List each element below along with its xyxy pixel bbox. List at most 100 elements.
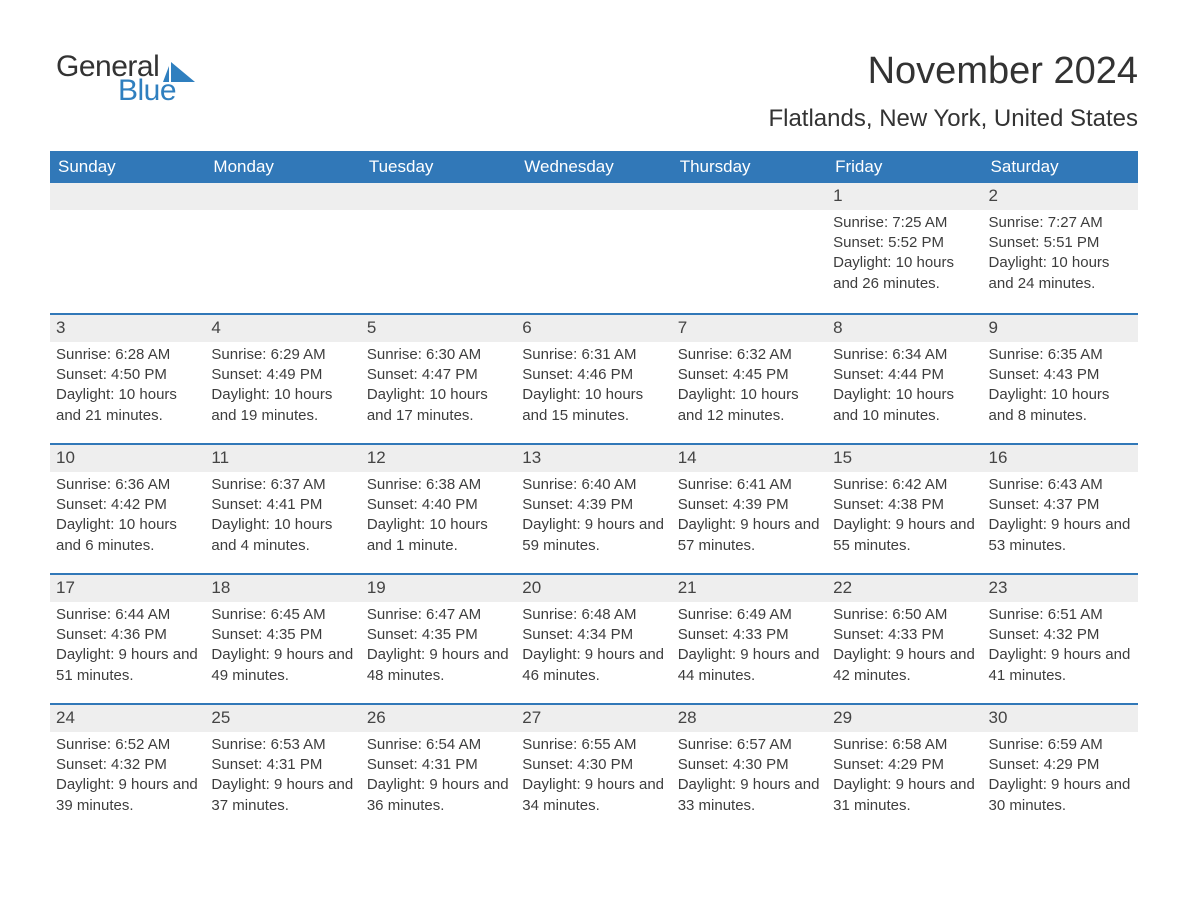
sunset-line: Sunset: 4:47 PM [367, 365, 510, 385]
day-cell: 20Sunrise: 6:48 AMSunset: 4:34 PMDayligh… [516, 575, 671, 703]
sunrise-line: Sunrise: 6:52 AM [56, 735, 199, 755]
sunrise-line: Sunrise: 6:48 AM [522, 605, 665, 625]
day-number: 14 [672, 445, 827, 472]
daylight-line: Daylight: 9 hours and 33 minutes. [678, 775, 821, 816]
day-cell: 25Sunrise: 6:53 AMSunset: 4:31 PMDayligh… [205, 705, 360, 833]
week-row: 10Sunrise: 6:36 AMSunset: 4:42 PMDayligh… [50, 443, 1138, 573]
day-number: 18 [205, 575, 360, 602]
title-block: November 2024 Flatlands, New York, Unite… [768, 50, 1138, 143]
day-body [205, 210, 360, 223]
daylight-line: Daylight: 10 hours and 4 minutes. [211, 515, 354, 556]
sunrise-line: Sunrise: 6:41 AM [678, 475, 821, 495]
day-number: 26 [361, 705, 516, 732]
day-body: Sunrise: 7:25 AMSunset: 5:52 PMDaylight:… [827, 210, 982, 304]
daylight-line: Daylight: 9 hours and 36 minutes. [367, 775, 510, 816]
day-body [516, 210, 671, 223]
daylight-line: Daylight: 10 hours and 26 minutes. [833, 253, 976, 294]
day-body: Sunrise: 6:40 AMSunset: 4:39 PMDaylight:… [516, 472, 671, 566]
day-number: 20 [516, 575, 671, 602]
sunrise-line: Sunrise: 6:43 AM [989, 475, 1132, 495]
day-cell: 15Sunrise: 6:42 AMSunset: 4:38 PMDayligh… [827, 445, 982, 573]
daylight-line: Daylight: 10 hours and 21 minutes. [56, 385, 199, 426]
daylight-line: Daylight: 9 hours and 42 minutes. [833, 645, 976, 686]
day-cell: 16Sunrise: 6:43 AMSunset: 4:37 PMDayligh… [983, 445, 1138, 573]
day-cell: 27Sunrise: 6:55 AMSunset: 4:30 PMDayligh… [516, 705, 671, 833]
day-body: Sunrise: 6:59 AMSunset: 4:29 PMDaylight:… [983, 732, 1138, 826]
sunset-line: Sunset: 4:29 PM [989, 755, 1132, 775]
daylight-line: Daylight: 9 hours and 37 minutes. [211, 775, 354, 816]
sunset-line: Sunset: 4:50 PM [56, 365, 199, 385]
weekday-header-cell: Saturday [983, 151, 1138, 183]
day-body: Sunrise: 6:29 AMSunset: 4:49 PMDaylight:… [205, 342, 360, 436]
sunrise-line: Sunrise: 6:32 AM [678, 345, 821, 365]
sunrise-line: Sunrise: 6:57 AM [678, 735, 821, 755]
day-cell [361, 183, 516, 313]
day-cell: 6Sunrise: 6:31 AMSunset: 4:46 PMDaylight… [516, 315, 671, 443]
day-body: Sunrise: 6:55 AMSunset: 4:30 PMDaylight:… [516, 732, 671, 826]
day-body: Sunrise: 6:50 AMSunset: 4:33 PMDaylight:… [827, 602, 982, 696]
day-number: 13 [516, 445, 671, 472]
sunset-line: Sunset: 4:38 PM [833, 495, 976, 515]
sunrise-line: Sunrise: 6:50 AM [833, 605, 976, 625]
day-cell [205, 183, 360, 313]
daylight-line: Daylight: 9 hours and 51 minutes. [56, 645, 199, 686]
page-header: General Blue November 2024 Flatlands, Ne… [50, 50, 1138, 143]
daylight-line: Daylight: 9 hours and 30 minutes. [989, 775, 1132, 816]
day-body: Sunrise: 6:53 AMSunset: 4:31 PMDaylight:… [205, 732, 360, 826]
weekday-header-cell: Thursday [672, 151, 827, 183]
day-body: Sunrise: 6:44 AMSunset: 4:36 PMDaylight:… [50, 602, 205, 696]
calendar: SundayMondayTuesdayWednesdayThursdayFrid… [50, 151, 1138, 833]
daylight-line: Daylight: 9 hours and 59 minutes. [522, 515, 665, 556]
daylight-line: Daylight: 9 hours and 34 minutes. [522, 775, 665, 816]
daylight-line: Daylight: 9 hours and 49 minutes. [211, 645, 354, 686]
week-row: 3Sunrise: 6:28 AMSunset: 4:50 PMDaylight… [50, 313, 1138, 443]
day-cell: 14Sunrise: 6:41 AMSunset: 4:39 PMDayligh… [672, 445, 827, 573]
day-cell: 12Sunrise: 6:38 AMSunset: 4:40 PMDayligh… [361, 445, 516, 573]
day-number: 23 [983, 575, 1138, 602]
location-title: Flatlands, New York, United States [768, 105, 1138, 133]
sunrise-line: Sunrise: 6:45 AM [211, 605, 354, 625]
weekday-header-cell: Monday [205, 151, 360, 183]
day-number: 15 [827, 445, 982, 472]
day-number: 25 [205, 705, 360, 732]
sunrise-line: Sunrise: 7:27 AM [989, 213, 1132, 233]
day-body: Sunrise: 6:48 AMSunset: 4:34 PMDaylight:… [516, 602, 671, 696]
day-body: Sunrise: 6:37 AMSunset: 4:41 PMDaylight:… [205, 472, 360, 566]
day-cell: 23Sunrise: 6:51 AMSunset: 4:32 PMDayligh… [983, 575, 1138, 703]
day-body: Sunrise: 7:27 AMSunset: 5:51 PMDaylight:… [983, 210, 1138, 304]
month-title: November 2024 [768, 50, 1138, 93]
sunrise-line: Sunrise: 7:25 AM [833, 213, 976, 233]
day-body: Sunrise: 6:42 AMSunset: 4:38 PMDaylight:… [827, 472, 982, 566]
day-cell: 7Sunrise: 6:32 AMSunset: 4:45 PMDaylight… [672, 315, 827, 443]
day-body: Sunrise: 6:45 AMSunset: 4:35 PMDaylight:… [205, 602, 360, 696]
daylight-line: Daylight: 10 hours and 19 minutes. [211, 385, 354, 426]
day-number [205, 183, 360, 210]
logo-text-blue: Blue [118, 74, 176, 108]
day-body: Sunrise: 6:57 AMSunset: 4:30 PMDaylight:… [672, 732, 827, 826]
day-cell: 24Sunrise: 6:52 AMSunset: 4:32 PMDayligh… [50, 705, 205, 833]
day-number: 9 [983, 315, 1138, 342]
day-body: Sunrise: 6:35 AMSunset: 4:43 PMDaylight:… [983, 342, 1138, 436]
day-number: 11 [205, 445, 360, 472]
day-cell [672, 183, 827, 313]
daylight-line: Daylight: 9 hours and 46 minutes. [522, 645, 665, 686]
sunset-line: Sunset: 4:41 PM [211, 495, 354, 515]
day-cell: 5Sunrise: 6:30 AMSunset: 4:47 PMDaylight… [361, 315, 516, 443]
sunset-line: Sunset: 5:52 PM [833, 233, 976, 253]
day-number: 8 [827, 315, 982, 342]
sunrise-line: Sunrise: 6:31 AM [522, 345, 665, 365]
sunrise-line: Sunrise: 6:58 AM [833, 735, 976, 755]
daylight-line: Daylight: 9 hours and 39 minutes. [56, 775, 199, 816]
sunset-line: Sunset: 4:29 PM [833, 755, 976, 775]
day-cell [516, 183, 671, 313]
day-body: Sunrise: 6:49 AMSunset: 4:33 PMDaylight:… [672, 602, 827, 696]
daylight-line: Daylight: 9 hours and 44 minutes. [678, 645, 821, 686]
sunset-line: Sunset: 4:31 PM [211, 755, 354, 775]
daylight-line: Daylight: 10 hours and 8 minutes. [989, 385, 1132, 426]
sunset-line: Sunset: 4:35 PM [211, 625, 354, 645]
day-number: 5 [361, 315, 516, 342]
day-cell: 11Sunrise: 6:37 AMSunset: 4:41 PMDayligh… [205, 445, 360, 573]
day-cell: 19Sunrise: 6:47 AMSunset: 4:35 PMDayligh… [361, 575, 516, 703]
weekday-header-cell: Sunday [50, 151, 205, 183]
day-number: 29 [827, 705, 982, 732]
